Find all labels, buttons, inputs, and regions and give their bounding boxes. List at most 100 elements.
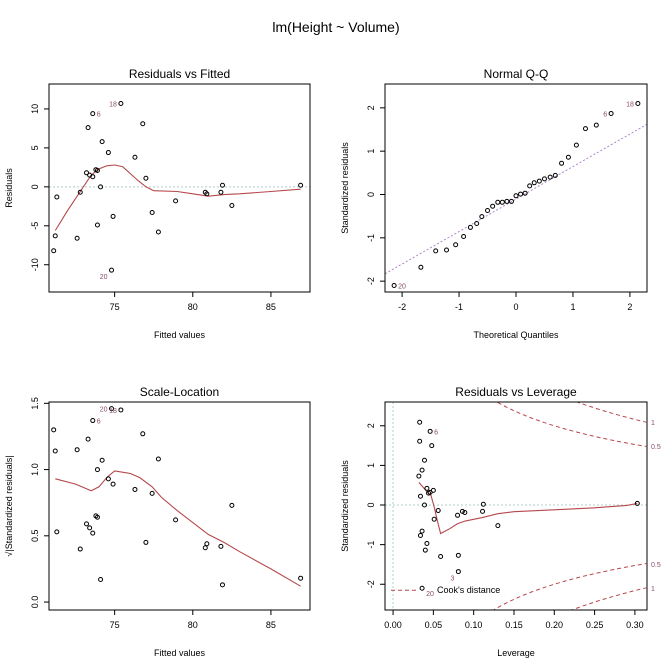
data-point	[155, 229, 161, 235]
y-tick-label: 0	[366, 503, 376, 508]
data-point	[418, 264, 424, 270]
plot-frame	[48, 83, 311, 293]
data-point	[118, 407, 124, 413]
data-point	[90, 174, 96, 180]
data-point	[453, 242, 459, 248]
y-axis-label: Standardized residuals	[340, 142, 350, 234]
data-point	[105, 476, 111, 482]
x-tick-label: 85	[266, 620, 276, 630]
x-tick-label: 0.30	[626, 620, 644, 630]
data-point	[98, 577, 104, 583]
x-tick-label: 0.10	[465, 620, 483, 630]
panel-title: Residuals vs Leverage	[455, 385, 577, 399]
x-axis-label: Fitted values	[154, 648, 206, 658]
y-axis-label: Residuals	[4, 168, 14, 208]
panel-title: Scale-Location	[140, 385, 219, 399]
y-tick-label: -2	[366, 580, 376, 588]
data-point	[218, 189, 224, 195]
data-point	[90, 530, 96, 536]
x-axis-label: Fitted values	[154, 330, 206, 340]
y-tick-label: 1	[366, 463, 376, 468]
data-point	[143, 175, 149, 181]
data-point	[118, 100, 124, 106]
y-tick-label: -1	[366, 234, 376, 242]
data-point	[94, 467, 100, 473]
point-label: 18	[109, 101, 117, 108]
data-point	[85, 436, 91, 442]
data-point	[155, 456, 161, 462]
data-point	[140, 121, 146, 127]
data-point	[51, 427, 57, 433]
data-point	[110, 481, 116, 487]
y-tick-label: 2	[366, 105, 376, 110]
y-tick-label: 5	[30, 145, 40, 150]
data-point	[422, 457, 428, 463]
y-tick-label: 0.5	[30, 530, 40, 543]
point-label: 6	[97, 112, 101, 119]
data-point	[419, 585, 425, 591]
data-point	[298, 182, 304, 188]
point-label: 6	[97, 419, 101, 426]
x-axis-label: Leverage	[497, 648, 535, 658]
data-point	[455, 512, 461, 518]
point-label: 18	[109, 408, 117, 415]
x-tick-label: -1	[455, 302, 463, 312]
smoother-line	[418, 482, 638, 535]
x-tick-label: 1	[570, 302, 575, 312]
data-point	[508, 198, 514, 204]
point-label: 20	[426, 591, 434, 598]
data-point	[433, 248, 439, 254]
panel-scale-location: Scale-Location Fitted values √|Standardize…	[4, 385, 311, 658]
plot-area	[385, 101, 647, 288]
data-point	[94, 167, 100, 173]
point-label: 6	[603, 111, 607, 118]
cooks-contour-label: 1	[651, 420, 655, 427]
data-point	[54, 529, 60, 535]
data-point	[99, 139, 105, 145]
data-point	[298, 575, 304, 581]
data-point	[419, 528, 425, 534]
data-point	[149, 210, 155, 216]
data-point	[229, 502, 235, 508]
x-tick-label: 0.20	[546, 620, 564, 630]
plot-frame	[384, 401, 648, 611]
cooks-distance-contour-upper-1	[575, 402, 647, 423]
data-point	[513, 193, 519, 199]
data-point	[467, 224, 473, 230]
plot-area	[385, 402, 647, 610]
point-label: 18	[626, 102, 634, 109]
data-point	[634, 500, 640, 506]
y-axis-label: Standardized residuals	[340, 460, 350, 552]
data-point	[559, 160, 565, 166]
data-point	[474, 221, 480, 227]
x-tick-label: 85	[266, 302, 276, 312]
x-tick-label: 80	[188, 620, 198, 630]
data-point	[94, 514, 100, 520]
y-tick-label: 0	[30, 184, 40, 189]
data-point	[90, 418, 96, 424]
data-point	[109, 406, 115, 412]
data-point	[480, 501, 486, 507]
data-point	[204, 541, 210, 547]
plot-area	[51, 406, 304, 588]
data-point	[87, 525, 93, 531]
data-point	[531, 180, 537, 186]
data-point	[74, 235, 80, 241]
data-point	[90, 111, 96, 117]
data-point	[52, 233, 58, 239]
data-point	[74, 447, 80, 453]
data-point	[54, 194, 60, 200]
data-point	[518, 191, 524, 197]
data-point	[140, 431, 146, 437]
y-tick-label: -10	[30, 258, 40, 271]
x-tick-label: 0.25	[586, 620, 604, 630]
y-tick-label: -5	[30, 222, 40, 230]
panel-title: Residuals vs Fitted	[129, 67, 230, 81]
data-point	[462, 510, 468, 516]
data-point	[99, 457, 105, 463]
cooks-distance-contour-lower-0.5	[492, 563, 647, 610]
data-point	[229, 203, 235, 209]
x-tick-label: 75	[110, 302, 120, 312]
data-point	[417, 493, 423, 499]
data-point	[459, 508, 465, 514]
